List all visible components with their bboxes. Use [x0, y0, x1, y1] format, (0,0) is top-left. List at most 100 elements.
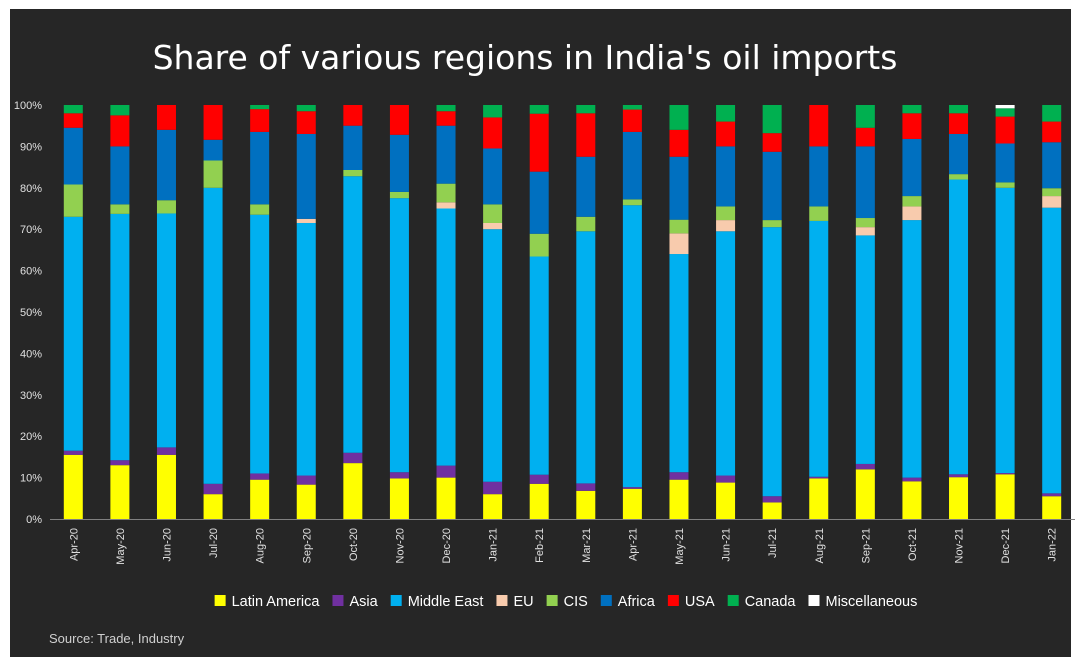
bar-segment [669, 254, 689, 473]
bar-stack [436, 105, 456, 519]
bar-stack [483, 105, 503, 519]
bar-segment [762, 151, 782, 221]
bar-segment [483, 229, 503, 482]
bar-segment [63, 450, 83, 455]
legend-item: Latin America [214, 594, 321, 610]
bar-segment [995, 187, 1015, 474]
bar-segment [483, 222, 503, 230]
bar-segment [622, 205, 642, 488]
bar-segment [855, 469, 875, 519]
bar-segment [343, 176, 363, 453]
y-tick-label: 60% [20, 266, 42, 278]
bar-segment [156, 213, 176, 448]
bar-segment [436, 208, 456, 466]
bar-segment [576, 105, 596, 114]
bar-segment [855, 463, 875, 470]
legend-label: Canada [745, 594, 797, 610]
bar-segment [855, 127, 875, 147]
bar-segment [809, 206, 829, 221]
x-tick-label: Oct-21 [907, 528, 919, 561]
bar-segment [250, 479, 270, 519]
bar-segment [389, 191, 409, 199]
bar-segment [110, 465, 130, 519]
bar-segment [483, 481, 503, 495]
bar-segment [995, 182, 1015, 188]
bar-segment [529, 474, 549, 484]
bar-segment [436, 125, 456, 184]
bar-segment [902, 477, 922, 482]
x-tick-label: Nov-20 [394, 528, 406, 563]
x-tick-label: Mar-21 [581, 528, 593, 563]
bar-segment [762, 133, 782, 152]
bar-segment [622, 131, 642, 200]
x-tick-label: Jul-20 [208, 528, 220, 558]
bar-segment [855, 218, 875, 228]
y-tick-label: 50% [20, 307, 42, 319]
bar-segment [669, 472, 689, 480]
bar-segment [250, 109, 270, 132]
bar-segment [1042, 196, 1062, 208]
bar-segment [576, 113, 596, 157]
y-tick-label: 30% [20, 390, 42, 402]
bar-segment [995, 108, 1015, 117]
bar-segment [529, 171, 549, 234]
legend-label: EU [513, 594, 533, 610]
bar-segment [203, 483, 223, 495]
x-tick-label: Jan-22 [1047, 528, 1059, 562]
bar-segment [902, 105, 922, 114]
bar-segment [250, 131, 270, 205]
bar-segment [156, 454, 176, 519]
x-tick-label: Nov-21 [954, 528, 966, 563]
bar-segment [716, 121, 736, 147]
x-tick-label: Jun-21 [721, 528, 733, 562]
bar-stack [716, 105, 736, 519]
bar-segment [995, 143, 1015, 183]
legend-label: Latin America [232, 594, 321, 610]
bar-segment [576, 231, 596, 484]
bar-stack [949, 105, 969, 519]
legend-item: Miscellaneous [808, 594, 917, 610]
bar-segment [576, 483, 596, 491]
legend: Latin America Asia Middle East EU CIS Africa U… [214, 594, 917, 610]
bar-segment [203, 160, 223, 188]
bar-segment [902, 138, 922, 197]
bar-segment [669, 129, 689, 157]
x-tick-label: Dec-20 [441, 528, 453, 563]
bar-segment [389, 134, 409, 192]
bar-stack [203, 105, 223, 519]
bar-segment [529, 233, 549, 257]
bar-segment [296, 105, 316, 112]
x-tick-label: Jul-21 [767, 528, 779, 558]
bar-stack [156, 105, 176, 519]
bar-segment [622, 109, 642, 132]
y-tick-label: 100% [14, 100, 42, 112]
bar-segment [110, 460, 130, 466]
bar-segment [902, 113, 922, 139]
bar-segment [389, 478, 409, 519]
bar-segment [529, 483, 549, 519]
bar-segment [483, 494, 503, 519]
x-tick-label: Jan-21 [488, 528, 500, 562]
bar-segment [203, 494, 223, 519]
bar-segment [762, 496, 782, 503]
bar-segment [296, 111, 316, 134]
bar-segment [110, 115, 130, 147]
bar-stack [63, 105, 83, 519]
bar-stack [389, 105, 409, 519]
source-note: Source: Trade, Industry [49, 631, 185, 646]
bar-segment [716, 206, 736, 221]
bar-segment [389, 198, 409, 473]
bar-stack [296, 105, 316, 519]
bar-segment [529, 113, 549, 172]
bar-segment [809, 476, 829, 479]
bar-segment [483, 204, 503, 223]
bar-segment [949, 133, 969, 175]
bar-segment [203, 187, 223, 484]
bar-segment [622, 488, 642, 519]
bar-segment [63, 127, 83, 185]
x-tick-label: Feb-21 [534, 528, 546, 563]
legend-swatch [808, 595, 820, 606]
legend-label: Africa [618, 594, 656, 610]
bar-segment [809, 105, 829, 147]
bar-segment [716, 231, 736, 476]
